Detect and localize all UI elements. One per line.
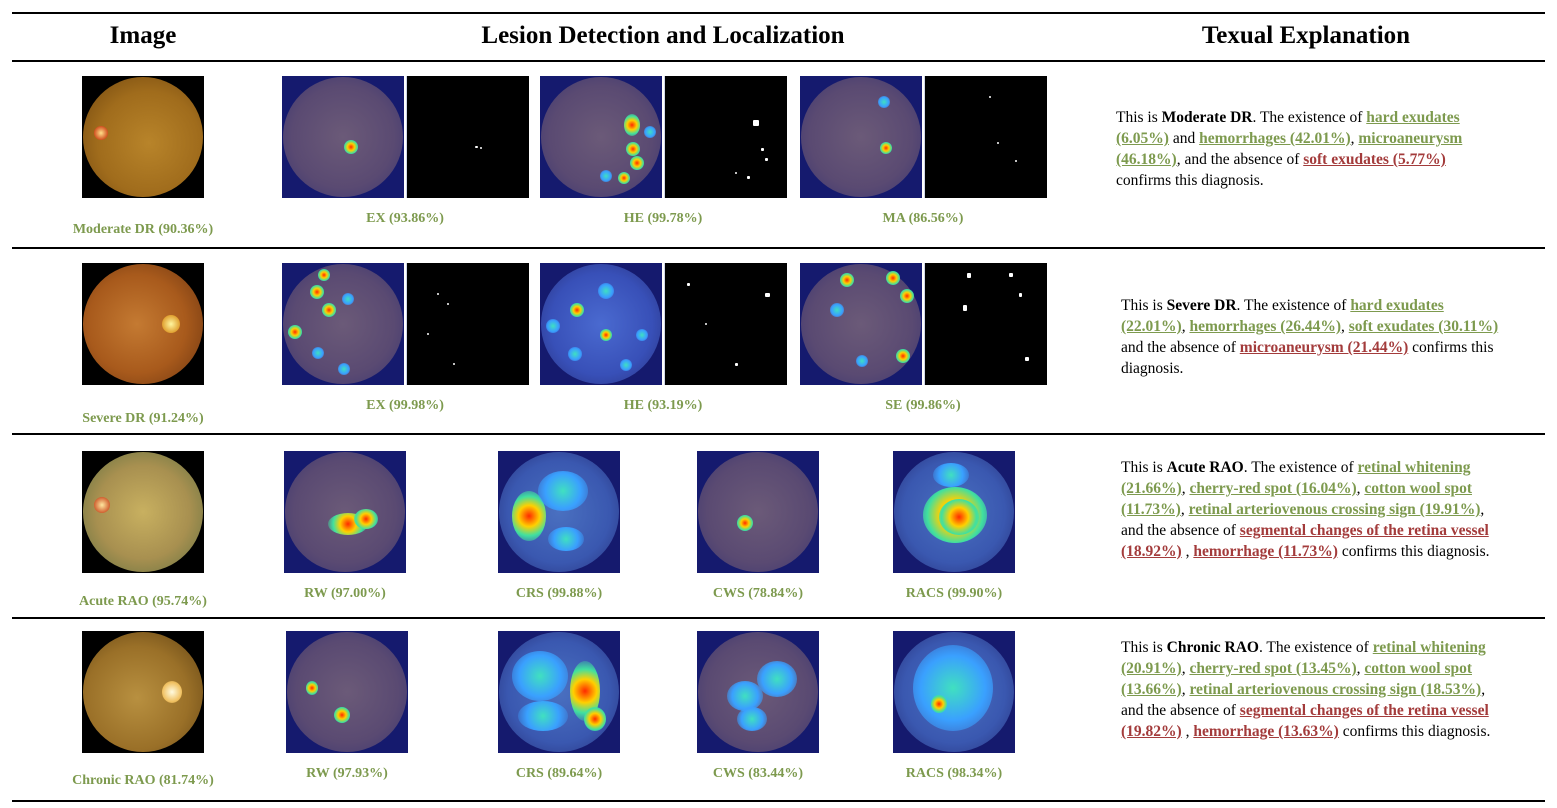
explanation-prefix: This is [1121, 297, 1167, 314]
present-lesion: cotton wool spot (13.66%) [1121, 660, 1473, 698]
present-lesion: retinal whitening (21.66%) [1121, 459, 1471, 497]
explanation-absence: , and the absence of [1121, 501, 1485, 539]
present-lesion: microaneurysm (46.18%) [1116, 130, 1463, 168]
lesion-label: RACS (98.34%) [905, 766, 1003, 781]
textual-explanation: This is Chronic RAO. The existence of re… [1121, 639, 1491, 740]
lesion-label: RW (97.00%) [304, 586, 386, 601]
textual-explanation: This is Severe DR. The existence of hard… [1121, 297, 1499, 377]
lesion-label: CWS (78.84%) [712, 586, 804, 601]
absent-lesion: hemorrhage (13.63%) [1193, 723, 1339, 740]
lesion-map-pair [540, 76, 787, 198]
lesion-label: EX (93.86%) [366, 211, 444, 226]
lesion-map-pair [800, 76, 1047, 198]
bottom-rule [12, 800, 1545, 802]
present-lesion: retinal arteriovenous crossing sign (18.… [1189, 681, 1482, 698]
explanation-absence: , and the absence of [1176, 151, 1304, 168]
explanation-mid: . The existence of [1243, 459, 1358, 476]
top-rule [12, 12, 1545, 14]
lesion-heatmap [284, 451, 406, 573]
fundus-image [82, 76, 204, 198]
lesion-heatmap [697, 631, 819, 753]
present-lesion: soft exudates (30.11%) [1348, 318, 1499, 335]
lesion-label: HE (93.19%) [623, 398, 703, 413]
lesion-label: RW (97.93%) [306, 766, 388, 781]
fundus-image [82, 451, 204, 573]
explanation-suffix: confirms this diagnosis. [1338, 723, 1491, 740]
present-lesion: cotton wool spot (11.73%) [1121, 480, 1473, 518]
lesion-label: CRS (99.88%) [515, 586, 603, 601]
row-divider [12, 433, 1545, 435]
header-rule [12, 60, 1545, 62]
lesion-label: SE (99.86%) [885, 398, 961, 413]
image-label: Moderate DR (90.36%) [72, 222, 214, 237]
lesion-heatmap [286, 631, 408, 753]
absent-lesion: segmental changes of the retina vessel (… [1121, 522, 1489, 560]
lesion-map-pair [800, 263, 1047, 385]
lesion-heatmap [893, 451, 1015, 573]
present-lesion: cherry-red spot (16.04%) [1189, 480, 1357, 497]
present-lesion: retinal arteriovenous crossing sign (19.… [1188, 501, 1481, 518]
lesion-label: EX (99.98%) [366, 398, 444, 413]
explanation-prefix: This is [1121, 459, 1167, 476]
explanation-absence: , and the absence of [1121, 681, 1486, 719]
explanation-mid: . The existence of [1252, 109, 1367, 126]
explanation-prefix: This is [1116, 109, 1162, 126]
lesion-label: HE (99.78%) [623, 211, 703, 226]
present-lesion: cherry-red spot (13.45%) [1189, 660, 1357, 677]
present-lesion: hard exudates (6.05%) [1116, 109, 1460, 147]
diagnosis-name: Acute RAO [1166, 459, 1244, 476]
lesion-label: MA (86.56%) [882, 211, 964, 226]
present-lesion: hemorrhages (26.44%) [1189, 318, 1341, 335]
textual-explanation: This is Acute RAO. The existence of reti… [1121, 459, 1490, 560]
row-divider [12, 617, 1545, 619]
present-lesion: retinal whitening (20.91%) [1121, 639, 1486, 677]
absent-lesion: microaneurysm (21.44%) [1239, 339, 1409, 356]
lesion-label: CWS (83.44%) [712, 766, 804, 781]
lesion-map-pair [282, 263, 529, 385]
lesion-heatmap [893, 631, 1015, 753]
row-divider [12, 247, 1545, 249]
lesion-map-pair [282, 76, 529, 198]
image-label: Severe DR (91.24%) [82, 411, 204, 426]
lesion-heatmap [498, 451, 620, 573]
lesion-label: RACS (99.90%) [905, 586, 1003, 601]
absent-lesion: segmental changes of the retina vessel (… [1121, 702, 1489, 740]
lesion-heatmap [697, 451, 819, 573]
present-lesion: hard exudates (22.01%) [1121, 297, 1444, 335]
fundus-image [82, 263, 204, 385]
column-header-text: Texual Explanation [1201, 22, 1411, 49]
diagnosis-name: Severe DR [1166, 297, 1237, 314]
column-header-image: Image [109, 22, 177, 49]
absent-lesion: soft exudates (5.77%) [1303, 151, 1446, 168]
explanation-suffix: confirms this diagnosis. [1337, 543, 1490, 560]
explanation-absence: and the absence of [1121, 339, 1240, 356]
present-lesion: hemorrhages (42.01%) [1199, 130, 1351, 147]
diagnosis-name: Moderate DR [1161, 109, 1253, 126]
explanation-suffix: confirms this diagnosis. [1116, 172, 1264, 189]
image-label: Acute RAO (95.74%) [79, 594, 207, 609]
absent-lesion: hemorrhage (11.73%) [1193, 543, 1338, 560]
explanation-prefix: This is [1121, 639, 1167, 656]
explanation-suffix: confirms this diagnosis. [1121, 339, 1494, 377]
lesion-map-pair [540, 263, 787, 385]
lesion-heatmap [498, 631, 620, 753]
fundus-image [82, 631, 204, 753]
image-label: Chronic RAO (81.74%) [72, 773, 214, 788]
column-header-lesion: Lesion Detection and Localization [481, 22, 845, 49]
textual-explanation: This is Moderate DR. The existence of ha… [1116, 109, 1463, 189]
explanation-mid: . The existence of [1258, 639, 1373, 656]
lesion-label: CRS (89.64%) [515, 766, 603, 781]
explanation-mid: . The existence of [1236, 297, 1351, 314]
diagnosis-name: Chronic RAO [1166, 639, 1259, 656]
